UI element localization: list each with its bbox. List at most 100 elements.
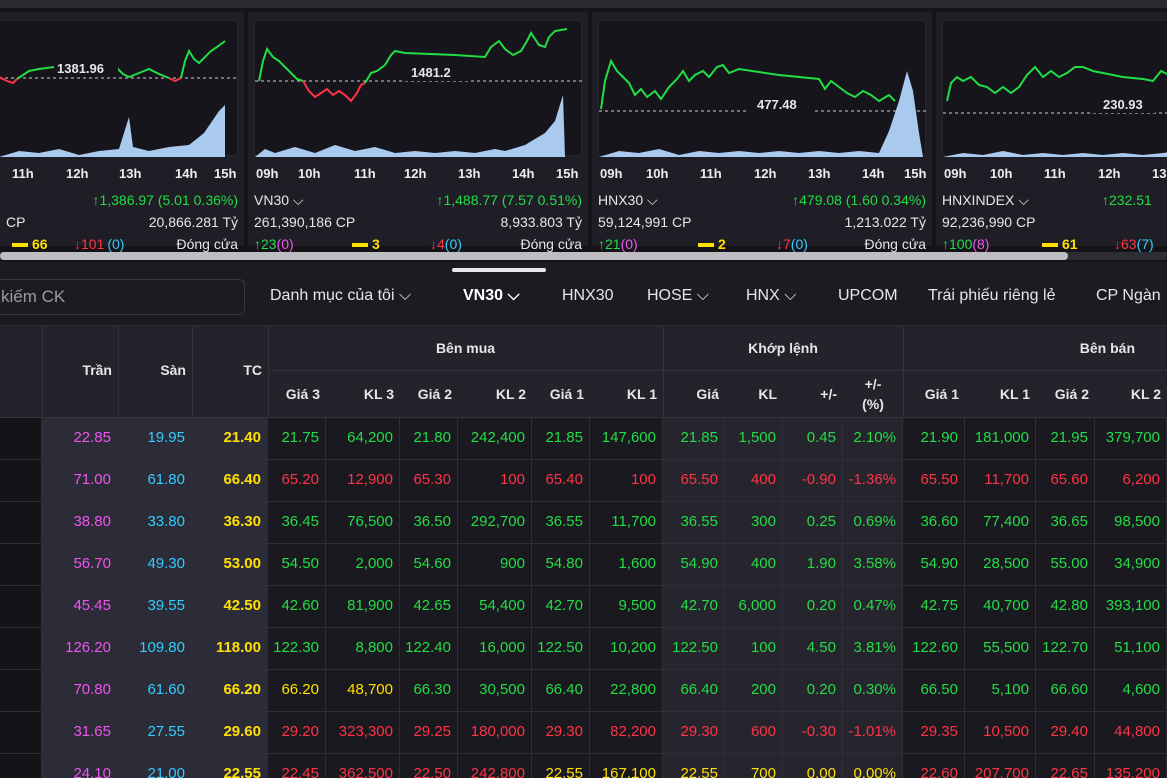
tab-upcom[interactable]: UPCOM (838, 287, 898, 304)
header-kl3[interactable]: KL 3 (363, 386, 394, 402)
cell-sell-price-1: 22.60 (903, 754, 965, 778)
index-card-vnindex[interactable]: 1381.96 11h 12h 13h 14h 15h ↑1,386.97 (5… (0, 12, 244, 252)
header-gia1[interactable]: Giá 1 (549, 386, 584, 402)
cell-symbol[interactable] (0, 544, 42, 586)
cell-match-change: 0.45 (783, 418, 843, 460)
cell-floor: 19.95 (118, 418, 192, 460)
cell-buy-vol-2: 54,400 (458, 586, 532, 628)
up-count: ↑23 (254, 236, 277, 252)
header-sell-gia1[interactable]: Giá 1 (924, 386, 959, 402)
table-row[interactable]: 38.80 33.80 36.30 36.45 76,500 36.50 292,700 36… (0, 502, 1167, 544)
cell-floor: 21.00 (118, 754, 192, 778)
cell-symbol[interactable] (0, 418, 42, 460)
header-divider (268, 370, 1167, 371)
cell-ceiling: 56.70 (42, 544, 118, 586)
index-name-dropdown[interactable]: HNXINDEX ⌵ (942, 192, 1029, 208)
cell-sell-vol-1: 77,400 (965, 502, 1036, 544)
cell-match-vol: 600 (725, 712, 783, 754)
cell-symbol[interactable] (0, 586, 42, 628)
header-tran[interactable]: Trần (82, 362, 112, 378)
down-paren: (0) (107, 236, 125, 252)
index-name-dropdown[interactable]: HNX30 ⌵ (598, 192, 658, 208)
table-row[interactable]: 70.80 61.60 66.20 66.20 48,700 66.30 30,500 66.… (0, 670, 1167, 712)
header-tc[interactable]: TC (243, 362, 262, 378)
tab-hnx30[interactable]: HNX30 (562, 287, 614, 304)
cell-floor: 49.30 (118, 544, 192, 586)
table-row[interactable]: 71.00 61.80 66.40 65.20 12,900 65.30 100 65.40 1… (0, 460, 1167, 502)
header-change-pct-2[interactable]: (%) (862, 396, 884, 412)
table-row[interactable]: 31.65 27.55 29.60 29.20 323,300 29.25 180,000 2… (0, 712, 1167, 754)
cell-buy-vol-1: 22,800 (590, 670, 663, 712)
cell-match-vol: 1,500 (725, 418, 783, 460)
time-tick: 11h (12, 166, 34, 181)
header-change[interactable]: +/- (820, 386, 837, 402)
time-tick: 11h (700, 166, 722, 181)
cell-symbol[interactable] (0, 754, 42, 778)
cell-symbol[interactable] (0, 460, 42, 502)
table-row[interactable]: 126.20 109.80 118.00 122.30 8,800 122.40 16,00… (0, 628, 1167, 670)
index-volume: 92,236,990 CP (942, 214, 1036, 230)
cell-ceiling: 31.65 (42, 712, 118, 754)
header-kl2[interactable]: KL 2 (495, 386, 526, 402)
cell-buy-vol-1: 9,500 (590, 586, 663, 628)
header-sell-kl2[interactable]: KL 2 (1130, 386, 1161, 402)
strip-top-bar (0, 0, 1167, 8)
tab-hnx[interactable]: HNX ⌵ (746, 287, 797, 304)
header-sell-kl1[interactable]: KL 1 (999, 386, 1030, 402)
cell-sell-price-2: 21.95 (1036, 418, 1095, 460)
price-board-body: 22.85 19.95 21.40 21.75 64,200 21.80 242,400 21… (0, 418, 1167, 778)
cell-buy-price-2: 36.50 (400, 502, 458, 544)
tab-vn30[interactable]: VN30 ⌵ (463, 287, 520, 304)
table-row[interactable]: 22.85 19.95 21.40 21.75 64,200 21.80 242,400 21… (0, 418, 1167, 460)
cell-symbol[interactable] (0, 712, 42, 754)
down-count: ↓63 (1114, 236, 1137, 252)
header-vline (663, 326, 664, 418)
tab-hose[interactable]: HOSE ⌵ (647, 287, 709, 304)
strip-scrollbar-thumb[interactable] (0, 252, 1068, 260)
cell-match-change-pct: -1.36% (843, 460, 903, 502)
cell-symbol[interactable] (0, 670, 42, 712)
index-volume: CP (6, 214, 26, 230)
cell-reference: 53.00 (192, 544, 268, 586)
cell-buy-price-1: 65.40 (532, 460, 590, 502)
cell-match-change: 4.50 (783, 628, 843, 670)
time-tick: 15h (214, 166, 237, 181)
header-change-pct-1[interactable]: +/- (864, 376, 882, 392)
cell-buy-price-1: 29.30 (532, 712, 590, 754)
cell-buy-price-1: 21.85 (532, 418, 590, 460)
index-change: ↑1,488.77 (7.57 0.51%) (436, 192, 582, 208)
header-san[interactable]: Sàn (160, 362, 186, 378)
cell-sell-vol-1: 181,000 (965, 418, 1036, 460)
up-count: ↑100 (942, 236, 973, 252)
table-row[interactable]: 45.45 39.55 42.50 42.60 81,900 42.65 54,400 42.… (0, 586, 1167, 628)
cell-match-change-pct: -1.01% (843, 712, 903, 754)
market-status: Đóng cửa (520, 236, 582, 252)
cell-buy-vol-1: 11,700 (590, 502, 663, 544)
header-kl1[interactable]: KL 1 (626, 386, 657, 402)
cell-buy-price-2: 21.80 (400, 418, 458, 460)
header-kl[interactable]: KL (758, 386, 777, 402)
search-input[interactable]: kiếm CK (0, 279, 245, 315)
tab-my-watchlist[interactable]: Danh mục của tôi ⌵ (270, 287, 412, 304)
index-card-vn30[interactable]: 1481.2 09h 10h 11h 12h 13h 14h 15h VN30 … (248, 12, 588, 252)
cell-sell-price-2: 42.80 (1036, 586, 1095, 628)
time-tick: 09h (600, 166, 623, 181)
index-card-hnxindex[interactable]: 230.93 09h 10h 11h 12h 13h HNXINDEX ⌵ ↑2… (936, 12, 1167, 252)
header-sell-gia2[interactable]: Giá 2 (1054, 386, 1089, 402)
table-row[interactable]: 56.70 49.30 53.00 54.50 2,000 54.60 900 54.80 1,… (0, 544, 1167, 586)
index-name-dropdown[interactable]: VN30 ⌵ (254, 192, 304, 208)
cell-sell-vol-2: 51,100 (1095, 628, 1167, 670)
chart-price-label: 230.93 (1103, 97, 1143, 112)
cell-sell-price-2: 65.60 (1036, 460, 1095, 502)
header-gia2[interactable]: Giá 2 (417, 386, 452, 402)
index-card-hnx30[interactable]: 477.48 09h 10h 11h 12h 13h 14h 15h HNX30… (592, 12, 932, 252)
cell-symbol[interactable] (0, 628, 42, 670)
cell-sell-price-2: 55.00 (1036, 544, 1095, 586)
table-row[interactable]: 24.10 21.00 22.55 22.45 362,500 22.50 242,800 2… (0, 754, 1167, 778)
cell-symbol[interactable] (0, 502, 42, 544)
header-gia[interactable]: Giá (696, 386, 719, 402)
tab-cp-ngan[interactable]: CP Ngàn (1096, 287, 1161, 304)
cell-buy-price-2: 66.30 (400, 670, 458, 712)
tab-private-bonds[interactable]: Trái phiếu riêng lẻ (928, 287, 1056, 304)
header-gia3[interactable]: Giá 3 (285, 386, 320, 402)
